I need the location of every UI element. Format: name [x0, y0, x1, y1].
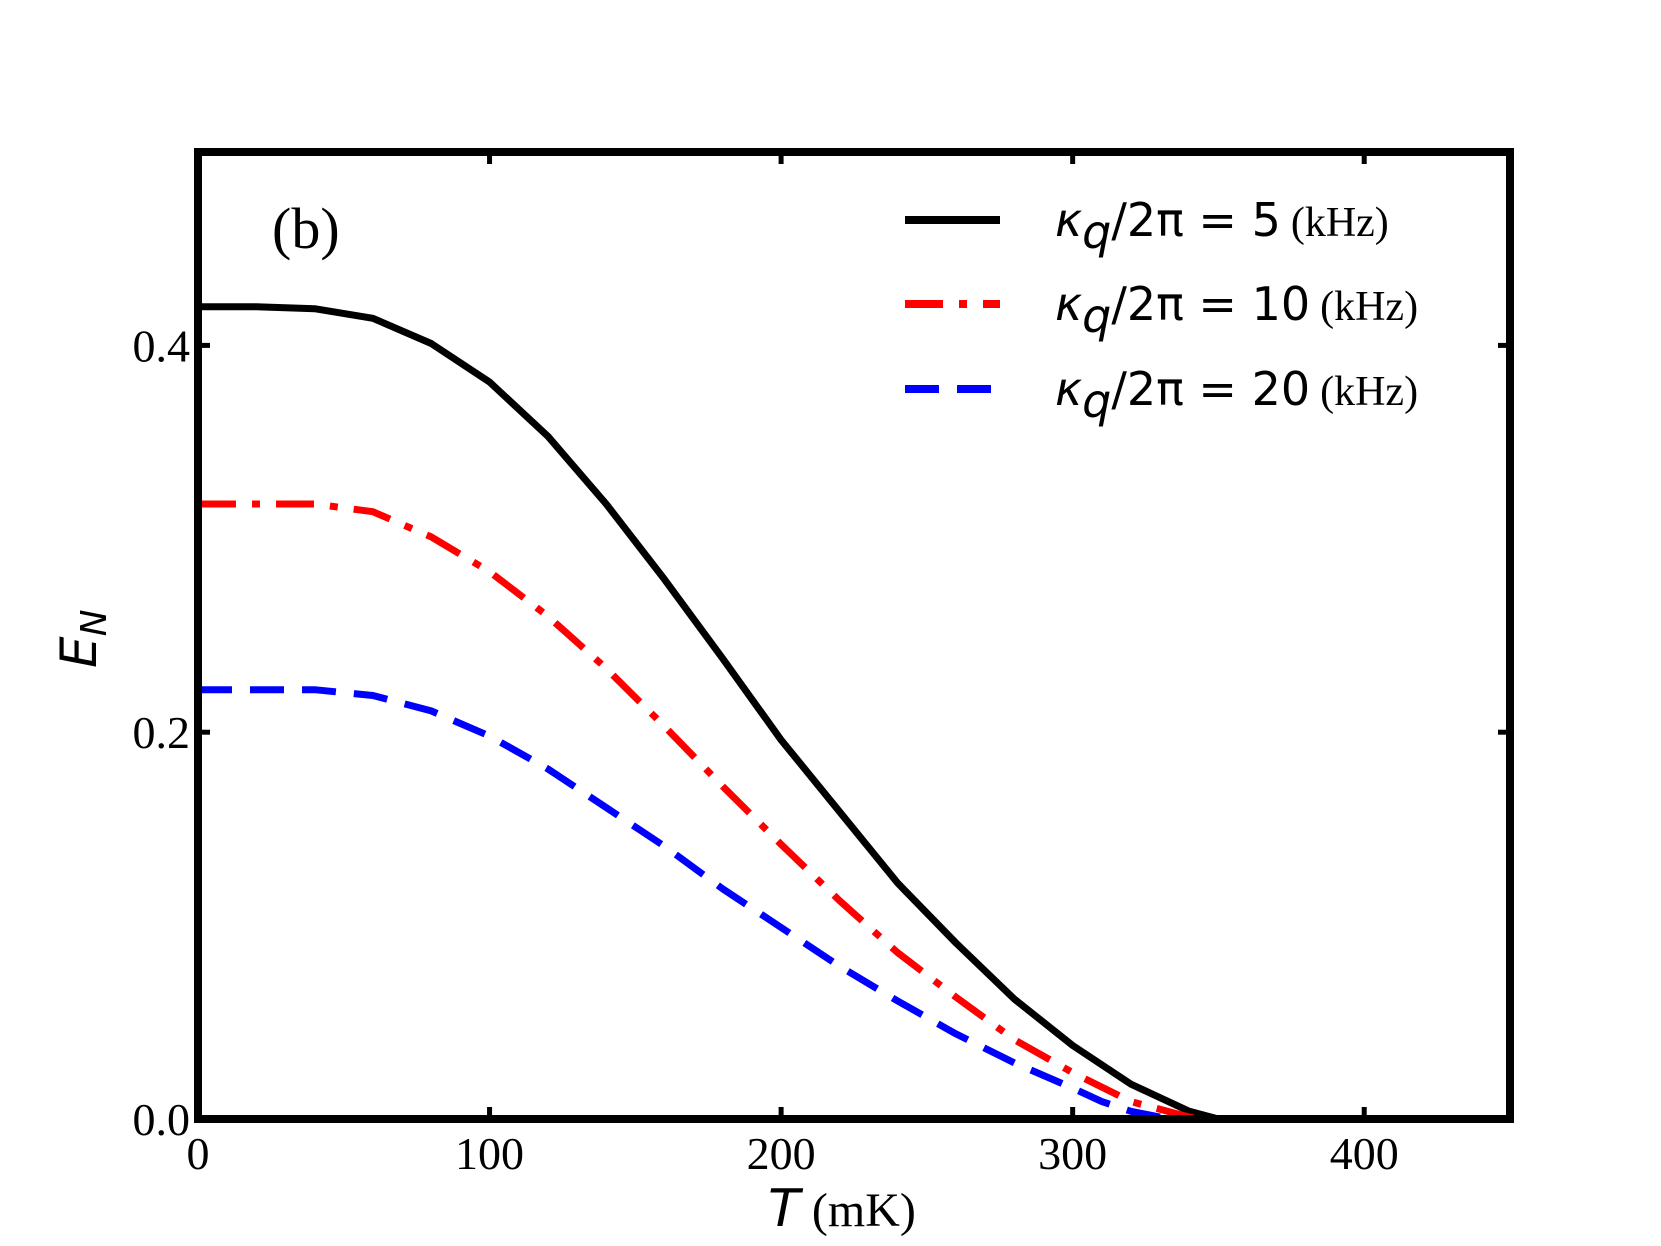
series-line-1	[198, 303, 1510, 1123]
legend-unit: (kHz)	[1320, 284, 1418, 330]
x-axis-label-symbol: T	[768, 1179, 804, 1239]
legend-subscript: q	[1082, 289, 1111, 343]
y-tick-label: 0.0	[133, 1094, 191, 1145]
legend-unit: (kHz)	[1291, 200, 1389, 246]
legend-symbol: κ	[1055, 277, 1082, 331]
y-tick-label: 0.2	[133, 707, 191, 758]
labels-layer: (b) EN T (mK)	[50, 196, 916, 1239]
legend-label-2: κq/2π = 10 (kHz)	[1055, 277, 1418, 343]
x-tick-label: 200	[747, 1128, 816, 1179]
legend-equation: /2π = 10	[1111, 277, 1310, 331]
series-line-3	[198, 686, 1510, 1123]
legend-label-1: κq/2π = 5 (kHz)	[1055, 193, 1389, 259]
y-axis-label-subscript: N	[74, 609, 115, 636]
series-layer	[198, 303, 1510, 1123]
x-axis-label-unit: (mK)	[812, 1184, 916, 1237]
y-axis-label: EN	[50, 609, 115, 668]
x-tick-label: 0	[187, 1128, 210, 1179]
legend-symbol: κ	[1055, 362, 1082, 416]
y-tick-label: 0.4	[133, 320, 191, 371]
x-tick-label: 100	[455, 1128, 524, 1179]
legend-label-3: κq/2π = 20 (kHz)	[1055, 362, 1418, 428]
x-tick-label: 400	[1330, 1128, 1399, 1179]
x-axis-label: T (mK)	[768, 1179, 916, 1239]
legend-subscript: q	[1082, 205, 1111, 259]
legend-subscript: q	[1082, 374, 1111, 428]
panel-label: (b)	[272, 196, 340, 261]
y-axis-label-symbol: E	[50, 636, 108, 668]
legend-unit: (kHz)	[1320, 369, 1418, 415]
legend: κq/2π = 5 (kHz)κq/2π = 10 (kHz)κq/2π = 20(…	[905, 193, 1418, 428]
series-line-2	[198, 500, 1510, 1123]
plot-frame	[194, 148, 1514, 1123]
legend-symbol: κ	[1055, 193, 1082, 247]
ticks-layer: 0 100 200 300 400 0.0 0.2 0.4	[133, 152, 1510, 1179]
legend-equation: /2π = 5	[1111, 193, 1281, 247]
x-tick-label: 300	[1038, 1128, 1107, 1179]
legend-equation: /2π = 20	[1111, 362, 1310, 416]
